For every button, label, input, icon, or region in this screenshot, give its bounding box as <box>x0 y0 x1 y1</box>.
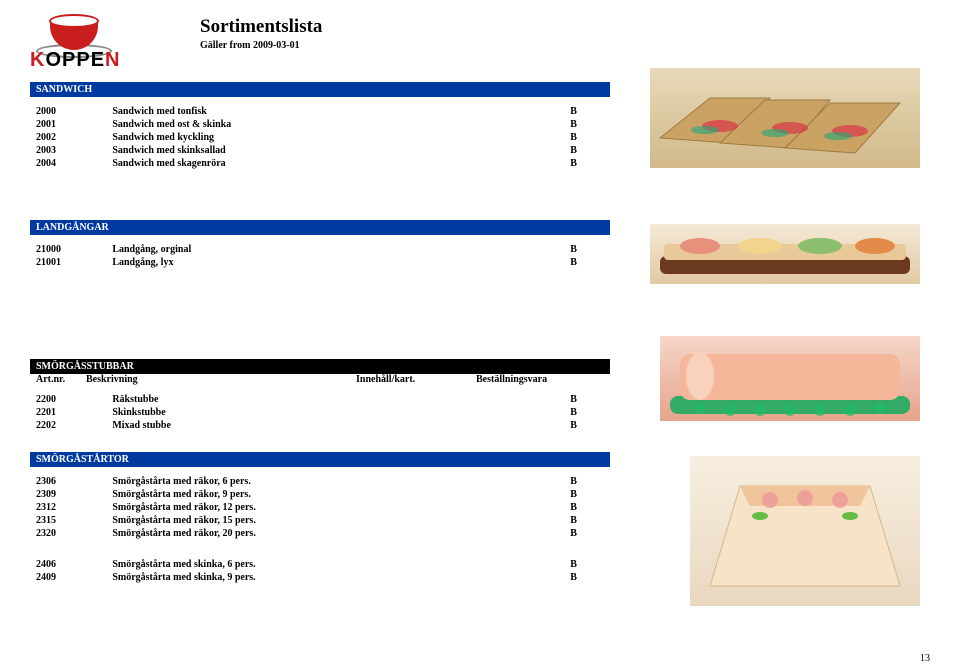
cell-mark: B <box>564 118 610 131</box>
cell-desc: Räkstubbe <box>106 393 564 406</box>
section-bar-tartor: SMÖRGÅSTÅRTOR <box>30 452 610 467</box>
col-innehall: Innehåll/kart. <box>356 374 476 385</box>
col-beskrivning: Beskrivning <box>86 374 356 385</box>
cell-mark: B <box>564 406 610 419</box>
cell-mark: B <box>564 131 610 144</box>
table-row: 2320Smörgåstårta med räkor, 20 pers.B <box>30 527 610 540</box>
page-title: Sortimentslista <box>200 16 322 38</box>
landgang-icon <box>650 224 920 284</box>
tarta-icon <box>690 456 920 606</box>
cell-desc: Smörgåstårta med skinka, 6 pers. <box>106 558 564 571</box>
cell-mark: B <box>564 144 610 157</box>
cell-artnr: 2406 <box>30 558 106 571</box>
table-row: 21000Landgång, orginalB <box>30 243 610 256</box>
table-row: 2409Smörgåstårta med skinka, 9 pers.B <box>30 571 610 584</box>
table-row: 2315Smörgåstårta med räkor, 15 pers.B <box>30 514 610 527</box>
page-number: 13 <box>920 653 930 664</box>
table-row: 2309Smörgåstårta med räkor, 9 pers.B <box>30 488 610 501</box>
table-row: 2002Sandwich med kycklingB <box>30 131 610 144</box>
cell-mark: B <box>564 105 610 118</box>
cell-artnr: 2200 <box>30 393 106 406</box>
cell-artnr: 2002 <box>30 131 106 144</box>
table-row: 2004Sandwich med skagenröraB <box>30 157 610 170</box>
table-row: 2306Smörgåstårta med räkor, 6 pers.B <box>30 475 610 488</box>
brand-logo: KOPPEN <box>30 12 120 72</box>
table-row: 2202Mixad stubbeB <box>30 419 610 432</box>
cell-artnr: 2309 <box>30 488 106 501</box>
stubbe-photo <box>660 336 920 421</box>
cell-artnr: 2201 <box>30 406 106 419</box>
table-row: 2001Sandwich med ost & skinkaB <box>30 118 610 131</box>
table-row: 21001Landgång, lyxB <box>30 256 610 269</box>
landgang-photo <box>650 224 920 284</box>
cell-artnr: 2312 <box>30 501 106 514</box>
table-row: 2201SkinkstubbeB <box>30 406 610 419</box>
cell-artnr: 2409 <box>30 571 106 584</box>
cell-mark: B <box>564 243 610 256</box>
cell-desc: Landgång, orginal <box>106 243 564 256</box>
cell-desc: Smörgåstårta med räkor, 9 pers. <box>106 488 564 501</box>
cell-mark: B <box>564 558 610 571</box>
cell-mark: B <box>564 527 610 540</box>
table-tartor-rakor: 2306Smörgåstårta med räkor, 6 pers.B2309… <box>30 475 610 540</box>
table-row: 2200RäkstubbeB <box>30 393 610 406</box>
cell-desc: Smörgåstårta med räkor, 6 pers. <box>106 475 564 488</box>
cell-artnr: 2003 <box>30 144 106 157</box>
tarta-photo <box>690 456 920 606</box>
cell-artnr: 2315 <box>30 514 106 527</box>
cell-artnr: 2004 <box>30 157 106 170</box>
table-landgangar: 21000Landgång, orginalB21001Landgång, ly… <box>30 243 610 269</box>
cell-mark: B <box>564 393 610 406</box>
cell-mark: B <box>564 488 610 501</box>
cell-desc: Sandwich med kyckling <box>106 131 564 144</box>
cell-mark: B <box>564 419 610 432</box>
cell-artnr: 2001 <box>30 118 106 131</box>
col-artnr: Art.nr. <box>36 374 86 385</box>
sandwich-icon <box>650 68 920 168</box>
cell-mark: B <box>564 475 610 488</box>
page-subtitle: Gäller from 2009-03-01 <box>200 40 322 51</box>
cell-artnr: 2306 <box>30 475 106 488</box>
cell-mark: B <box>564 571 610 584</box>
stubbe-icon <box>660 336 920 421</box>
section-columns-stubbar: Art.nr. Beskrivning Innehåll/kart. Bestä… <box>30 374 610 385</box>
cell-desc: Sandwich med tonfisk <box>106 105 564 118</box>
table-tartor-skinka: 2406Smörgåstårta med skinka, 6 pers.B240… <box>30 558 610 584</box>
cell-desc: Sandwich med skinksallad <box>106 144 564 157</box>
brand-name: KOPPEN <box>30 49 120 72</box>
cell-artnr: 2202 <box>30 419 106 432</box>
table-row: 2406Smörgåstårta med skinka, 6 pers.B <box>30 558 610 571</box>
table-row: 2000Sandwich med tonfiskB <box>30 105 610 118</box>
cell-mark: B <box>564 256 610 269</box>
section-bar-landgangar: LANDGÅNGAR <box>30 220 610 235</box>
cell-desc: Mixad stubbe <box>106 419 564 432</box>
cell-artnr: 2000 <box>30 105 106 118</box>
sandwich-photo <box>650 68 920 168</box>
cell-desc: Smörgåstårta med räkor, 12 pers. <box>106 501 564 514</box>
cell-artnr: 21001 <box>30 256 106 269</box>
cell-desc: Sandwich med ost & skinka <box>106 118 564 131</box>
table-row: 2312Smörgåstårta med räkor, 12 pers.B <box>30 501 610 514</box>
cell-mark: B <box>564 501 610 514</box>
cell-desc: Sandwich med skagenröra <box>106 157 564 170</box>
table-stubbar: 2200RäkstubbeB2201SkinkstubbeB2202Mixad … <box>30 393 610 432</box>
cell-mark: B <box>564 157 610 170</box>
section-bar-sandwich: SANDWICH <box>30 82 610 97</box>
cell-artnr: 2320 <box>30 527 106 540</box>
cell-desc: Skinkstubbe <box>106 406 564 419</box>
section-bar-stubbar: SMÖRGÅSSTUBBAR <box>30 359 610 374</box>
page-header: KOPPEN Sortimentslista Gäller from 2009-… <box>30 12 930 72</box>
cell-desc: Landgång, lyx <box>106 256 564 269</box>
cell-mark: B <box>564 514 610 527</box>
col-bestallningsvara: Beställningsvara <box>476 374 604 385</box>
cell-desc: Smörgåstårta med räkor, 20 pers. <box>106 527 564 540</box>
cell-desc: Smörgåstårta med räkor, 15 pers. <box>106 514 564 527</box>
cell-artnr: 21000 <box>30 243 106 256</box>
cell-desc: Smörgåstårta med skinka, 9 pers. <box>106 571 564 584</box>
table-sandwich: 2000Sandwich med tonfiskB2001Sandwich me… <box>30 105 610 170</box>
title-block: Sortimentslista Gäller from 2009-03-01 <box>200 12 322 51</box>
table-row: 2003Sandwich med skinksalladB <box>30 144 610 157</box>
